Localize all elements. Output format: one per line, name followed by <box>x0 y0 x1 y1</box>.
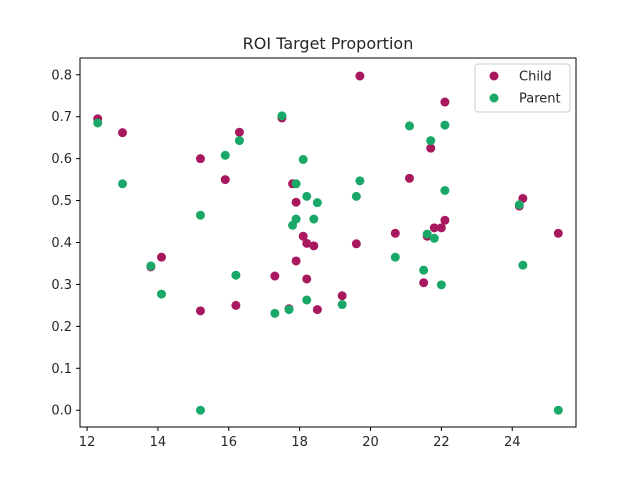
child-point <box>436 223 446 233</box>
parent-point <box>390 252 400 262</box>
x-tick-label: 16 <box>221 435 238 450</box>
parent-point <box>270 308 280 318</box>
child-point <box>291 256 301 266</box>
child-point <box>302 238 312 248</box>
parent-point <box>277 111 287 121</box>
parent-point <box>351 191 361 201</box>
parent-point <box>337 300 347 310</box>
parent-point <box>302 295 312 305</box>
child-point <box>337 291 347 301</box>
parent-point <box>93 118 103 128</box>
legend-box <box>474 63 571 113</box>
parent-point <box>440 186 450 196</box>
legend: Child Parent <box>474 63 571 113</box>
child-point <box>440 215 450 225</box>
child-point <box>231 300 241 310</box>
child-point <box>298 231 308 241</box>
x-tick-label: 22 <box>433 435 450 450</box>
parent-point <box>231 270 241 280</box>
parent-point <box>404 121 414 131</box>
y-tick-label: 0.6 <box>51 152 72 167</box>
parent-point <box>436 280 446 290</box>
child-point <box>118 128 128 138</box>
child-point <box>291 197 301 207</box>
child-point <box>220 175 230 185</box>
parent-point <box>220 150 230 160</box>
parent-point <box>234 136 244 146</box>
parent-point <box>429 233 439 243</box>
parent-point <box>284 305 294 315</box>
child-point <box>156 252 166 262</box>
child-point <box>195 306 205 316</box>
parent-point <box>298 154 308 164</box>
parent-point <box>440 120 450 130</box>
y-axis: 0.0 0.1 0.2 0.3 0.4 0.5 0.6 0.7 0.8 <box>51 68 80 419</box>
child-point <box>355 71 365 81</box>
child-point <box>309 241 319 251</box>
child-point <box>440 97 450 107</box>
parent-point <box>195 405 205 415</box>
chart-title: ROI Target Proportion <box>243 34 414 53</box>
parent-point <box>146 261 156 271</box>
parent-point <box>195 210 205 220</box>
parent-point <box>514 200 524 210</box>
child-point <box>426 143 436 153</box>
x-tick-label: 12 <box>79 435 96 450</box>
points-layer <box>93 71 563 415</box>
y-tick-label: 0.5 <box>51 194 72 209</box>
parent-point <box>291 179 301 189</box>
plot-frame <box>79 57 577 428</box>
y-tick-label: 0.8 <box>51 68 72 83</box>
child-point <box>302 274 312 284</box>
legend-marker-parent <box>489 93 499 103</box>
y-tick-label: 0.1 <box>51 362 72 377</box>
parent-point <box>302 191 312 201</box>
parent-point <box>355 176 365 186</box>
parent-point <box>291 214 301 224</box>
child-point <box>195 154 205 164</box>
parent-point <box>156 289 166 299</box>
child-point <box>270 271 280 281</box>
parent-point <box>419 265 429 275</box>
child-point <box>351 239 361 249</box>
y-tick-label: 0.4 <box>51 236 72 251</box>
parent-point <box>309 214 319 224</box>
x-tick-label: 20 <box>362 435 379 450</box>
y-tick-label: 0.2 <box>51 320 72 335</box>
child-point <box>419 278 429 288</box>
y-tick-label: 0.3 <box>51 278 72 293</box>
child-point <box>312 305 322 315</box>
legend-label-parent: Parent <box>519 92 561 107</box>
legend-label-child: Child <box>519 70 552 85</box>
parent-point <box>426 136 436 146</box>
x-tick-label: 24 <box>504 435 521 450</box>
child-point <box>553 228 563 238</box>
x-tick-label: 18 <box>291 435 308 450</box>
y-tick-label: 0.7 <box>51 110 72 125</box>
parent-point <box>118 179 128 189</box>
child-point <box>404 173 414 183</box>
parent-point <box>518 260 528 270</box>
legend-marker-child <box>489 71 499 81</box>
y-tick-label: 0.0 <box>51 404 72 419</box>
parent-point <box>312 198 322 208</box>
parent-point <box>422 229 432 239</box>
child-point <box>234 127 244 137</box>
child-point <box>390 228 400 238</box>
parent-point <box>553 405 563 415</box>
x-tick-label: 14 <box>150 435 167 450</box>
x-axis: 12 14 16 18 20 22 24 <box>79 427 521 450</box>
child-point <box>429 223 439 233</box>
